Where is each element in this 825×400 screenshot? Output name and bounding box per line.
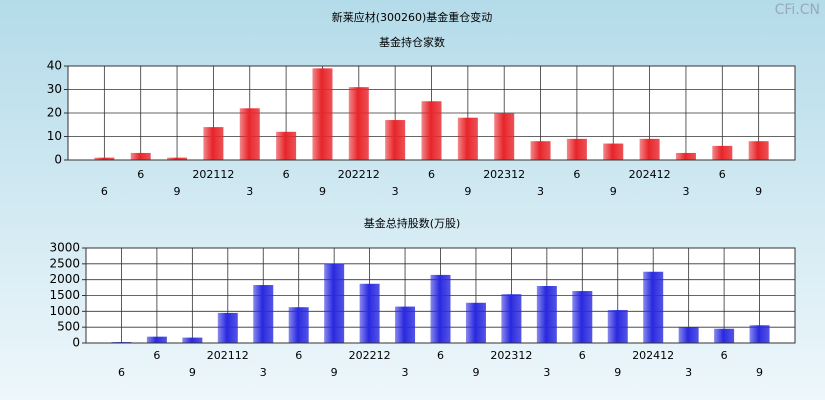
x-tick-label: 3 (402, 366, 409, 379)
bar (182, 337, 203, 343)
x-tick-label: 9 (331, 366, 338, 379)
x-tick-label: 9 (614, 366, 621, 379)
x-tick-label: 6 (579, 349, 586, 362)
x-tick-label: 6 (428, 168, 435, 181)
y-tick-label: 0 (72, 336, 80, 350)
x-tick-label: 9 (472, 366, 479, 379)
bar (359, 283, 380, 343)
x-tick-label: 9 (319, 185, 326, 198)
x-tick-label: 6 (137, 168, 144, 181)
plot-border (85, 247, 796, 344)
x-tick-label: 6 (295, 349, 302, 362)
chart-subtitle: 基金持仓家数 (379, 35, 445, 49)
bar (421, 101, 442, 160)
x-tick-label: 202112 (192, 168, 234, 181)
bar (643, 271, 664, 343)
y-tick-label: 10 (47, 129, 62, 143)
bar (714, 328, 735, 343)
x-tick-label: 6 (573, 168, 580, 181)
x-tick-label: 202212 (349, 349, 391, 362)
y-tick-label: 0 (54, 153, 62, 167)
bar (675, 152, 696, 160)
bar (465, 302, 486, 343)
x-tick-label: 9 (464, 185, 471, 198)
x-tick-label: 3 (537, 185, 544, 198)
x-tick-label: 3 (543, 366, 550, 379)
x-tick-label: 3 (260, 366, 267, 379)
bar (639, 138, 660, 160)
x-tick-label: 6 (153, 349, 160, 362)
y-tick-label: 20 (47, 106, 62, 120)
bar (324, 263, 345, 343)
bar (749, 325, 770, 343)
bar (167, 157, 188, 160)
y-tick-label: 500 (57, 320, 80, 334)
x-tick-label: 9 (756, 366, 763, 379)
x-tick-label: 6 (719, 168, 726, 181)
x-tick-label: 9 (174, 185, 181, 198)
bar (572, 291, 593, 343)
y-tick-label: 2000 (49, 272, 80, 286)
y-tick-label: 1500 (49, 288, 80, 302)
bar (712, 145, 733, 160)
x-tick-label: 6 (118, 366, 125, 379)
bar (130, 152, 151, 160)
bar (146, 336, 167, 343)
x-tick-label: 6 (721, 349, 728, 362)
x-tick-label: 202412 (632, 349, 674, 362)
x-tick-label: 202212 (338, 168, 380, 181)
y-tick-label: 30 (47, 82, 62, 96)
x-tick-label: 9 (610, 185, 617, 198)
x-tick-label: 202312 (483, 168, 525, 181)
bar (678, 327, 699, 343)
x-tick-label: 3 (685, 366, 692, 379)
bar (94, 157, 115, 160)
x-tick-label: 6 (101, 185, 108, 198)
x-tick-label: 202412 (629, 168, 671, 181)
x-tick-label: 6 (437, 349, 444, 362)
bar (530, 141, 551, 160)
bar (239, 108, 260, 160)
watermark: CFi.CN (775, 2, 820, 18)
bar (276, 131, 297, 160)
x-tick-label: 3 (682, 185, 689, 198)
bar (748, 141, 769, 160)
x-tick-label: 3 (392, 185, 399, 198)
x-tick-label: 202112 (207, 349, 249, 362)
bar (217, 312, 238, 343)
bar (494, 113, 515, 160)
bar (312, 68, 333, 160)
y-tick-label: 1000 (49, 304, 80, 318)
x-tick-label: 9 (755, 185, 762, 198)
bar (457, 117, 478, 160)
bar (430, 274, 451, 343)
bar (566, 138, 587, 160)
y-tick-label: 3000 (49, 241, 80, 255)
x-tick-label: 3 (246, 185, 253, 198)
bar (385, 120, 406, 160)
y-tick-label: 2500 (49, 256, 80, 270)
bar (348, 87, 369, 160)
x-tick-label: 9 (189, 366, 196, 379)
bar (603, 143, 624, 160)
chart-title: 新莱应材(300260)基金重仓变动 (332, 10, 493, 24)
bar (395, 306, 416, 343)
chart-subtitle: 基金总持股数(万股) (364, 216, 461, 230)
bar (536, 286, 557, 343)
x-tick-label: 6 (283, 168, 290, 181)
bar (607, 310, 628, 343)
bar (501, 294, 522, 343)
y-tick-label: 40 (47, 59, 62, 73)
plot-border (67, 65, 796, 161)
bar (203, 127, 224, 160)
bar (288, 307, 309, 343)
x-tick-label: 202312 (490, 349, 532, 362)
bar (253, 285, 274, 343)
